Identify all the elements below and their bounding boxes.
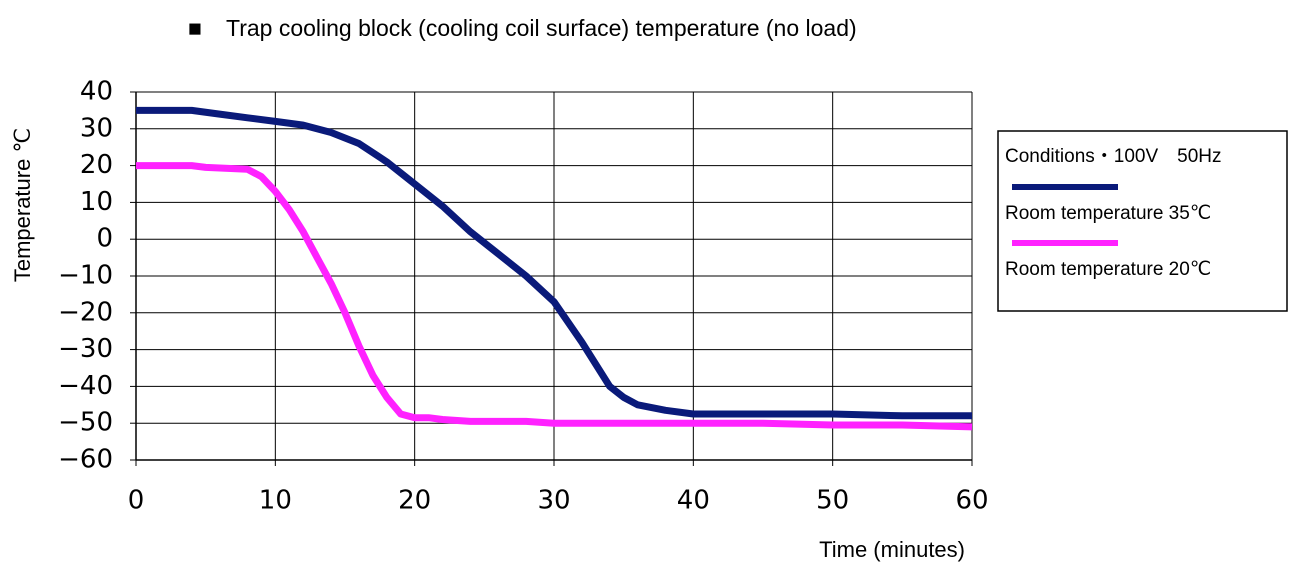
legend-label-35c: Room temperature 35℃ xyxy=(1005,203,1211,224)
y-tick-label: 0 xyxy=(96,224,113,254)
legend: Conditions・100V 50Hz Room temperature 35… xyxy=(997,130,1288,312)
y-tick-label: −30 xyxy=(58,334,113,364)
y-tick-label: −50 xyxy=(58,408,113,438)
chart-title-group: ■ Trap cooling block (cooling coil surfa… xyxy=(188,15,857,41)
y-tick-label: 10 xyxy=(80,187,113,217)
series-line-1 xyxy=(136,162,973,431)
y-tick-label: 40 xyxy=(80,77,113,107)
tick-labels-layer: 40 30 20 10 0 −10 −20 −30 −40 −50 −60 0 10 20 30 40 50 60 xyxy=(58,77,988,516)
grid-layer xyxy=(136,91,973,461)
legend-box xyxy=(997,130,1288,312)
series-layer xyxy=(136,106,973,431)
x-tick-label: 0 xyxy=(128,486,145,516)
legend-header: Conditions・100V 50Hz xyxy=(1005,146,1222,167)
legend-label-20c: Room temperature 20℃ xyxy=(1005,259,1211,280)
x-axis-label: Time (minutes) xyxy=(819,537,965,562)
x-tick-label: 10 xyxy=(259,486,292,516)
y-tick-label: −20 xyxy=(58,297,113,327)
x-tick-label: 60 xyxy=(955,486,988,516)
y-tick-label: −10 xyxy=(58,261,113,291)
axis-layer xyxy=(130,91,973,466)
series-line-0 xyxy=(136,106,972,420)
y-tick-label: 20 xyxy=(80,150,113,180)
x-tick-label: 50 xyxy=(816,486,849,516)
x-tick-label: 40 xyxy=(677,486,710,516)
y-tick-label: −40 xyxy=(58,371,113,401)
x-tick-label: 30 xyxy=(537,486,570,516)
y-tick-label: 30 xyxy=(80,113,113,143)
title-marker: ■ xyxy=(188,15,202,41)
chart-title: Trap cooling block (cooling coil surface… xyxy=(226,15,857,41)
y-tick-label: −60 xyxy=(58,445,113,475)
x-tick-label: 20 xyxy=(398,486,431,516)
y-axis-label: Temperature ℃ xyxy=(10,128,35,282)
